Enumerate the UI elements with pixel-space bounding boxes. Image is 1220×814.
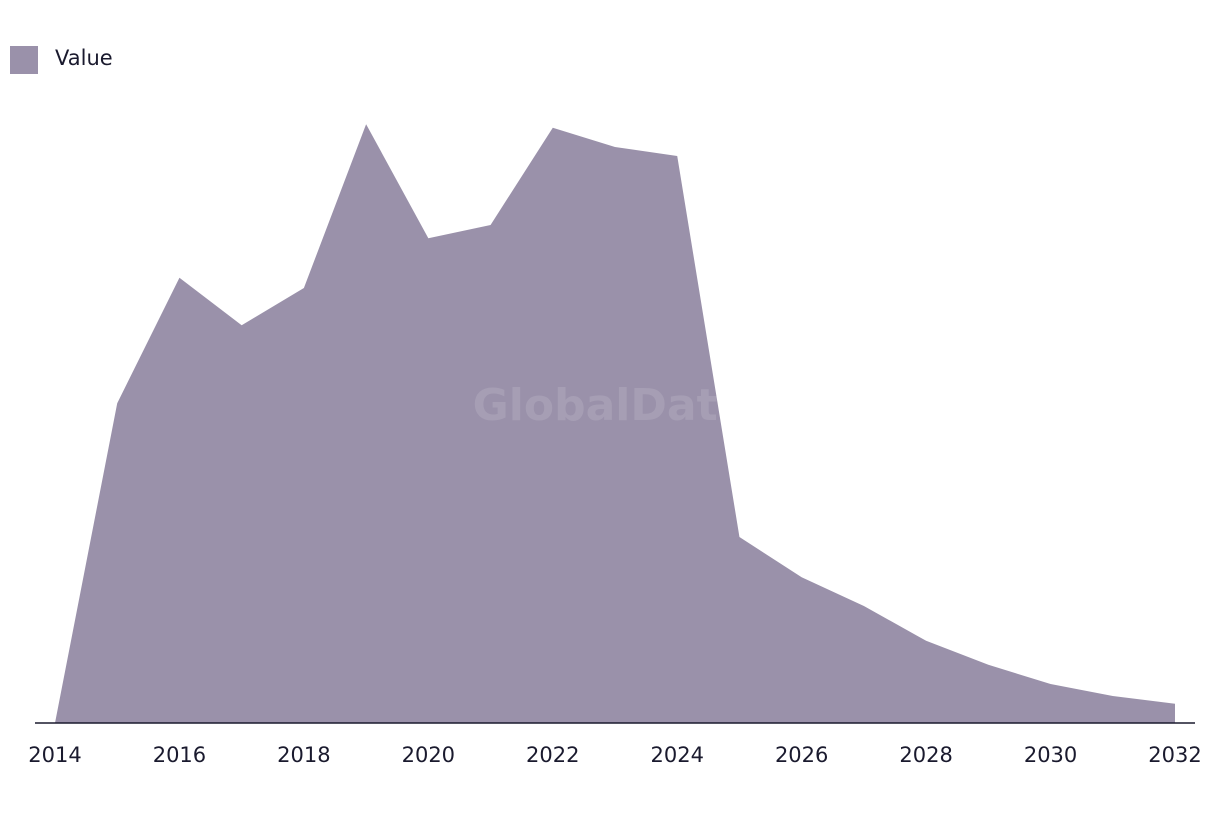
x-tick-label: 2024 [650, 743, 703, 767]
area [55, 124, 1175, 723]
x-tick-label: 2026 [775, 743, 828, 767]
x-tick-label: 2028 [899, 743, 952, 767]
x-tick-label: 2032 [1148, 743, 1201, 767]
x-tick-label: 2020 [402, 743, 455, 767]
x-tick-label: 2014 [28, 743, 81, 767]
watermark: GlobalData [473, 380, 748, 431]
x-tick-label: 2030 [1024, 743, 1077, 767]
legend-label: Value [55, 46, 113, 70]
x-tick-label: 2018 [277, 743, 330, 767]
x-tick-label: 2016 [153, 743, 206, 767]
x-tick-label: 2022 [526, 743, 579, 767]
legend-swatch [10, 46, 38, 74]
